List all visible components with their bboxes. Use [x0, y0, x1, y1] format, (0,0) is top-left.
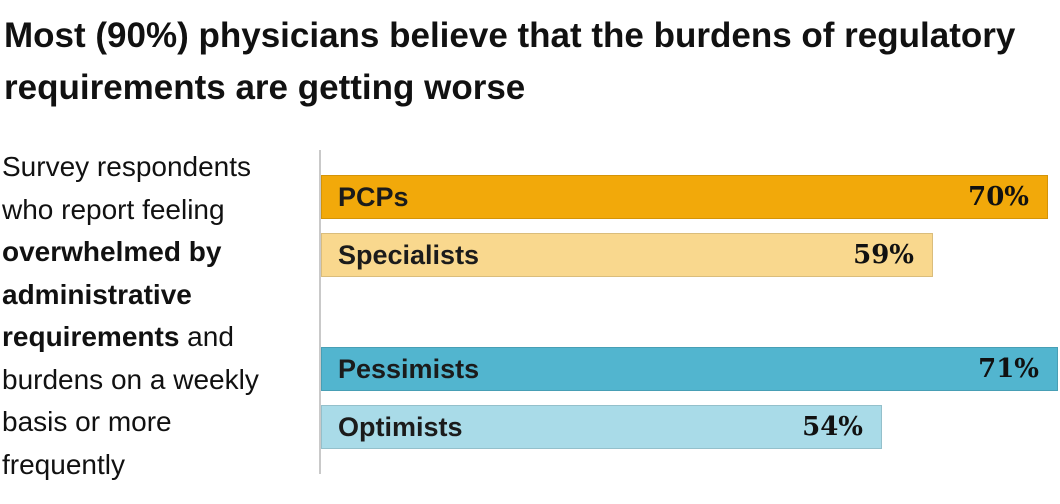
bar-value-pessimists: 71%: [978, 354, 1039, 384]
bar-label-pessimists: Pessimists: [338, 353, 480, 384]
bar-specialists: Specialists 59%: [321, 233, 933, 277]
bar-optimists: Optimists 54%: [321, 405, 882, 449]
bar-value-optimists: 54%: [802, 412, 863, 442]
description-text-bold: overwhelmed by administrative requiremen…: [2, 236, 222, 352]
chart-axis-line: [319, 150, 321, 474]
bar-value-specialists: 59%: [853, 240, 914, 270]
bar-value-pcps: 70%: [968, 182, 1029, 212]
chart-description: Survey respondents who report feeling ov…: [2, 146, 302, 486]
bar-pcps: PCPs 70%: [321, 175, 1048, 219]
chart-title: Most (90%) physicians believe that the b…: [4, 16, 1016, 107]
bar-pessimists: Pessimists 71%: [321, 347, 1058, 391]
description-text-end: and burdens on a weekly basis or more fr…: [2, 321, 259, 480]
bar-label-specialists: Specialists: [338, 239, 480, 270]
description-text-start: Survey respondents who report feeling: [2, 151, 252, 225]
bar-label-pcps: PCPs: [338, 181, 409, 212]
bar-label-optimists: Optimists: [338, 411, 463, 442]
